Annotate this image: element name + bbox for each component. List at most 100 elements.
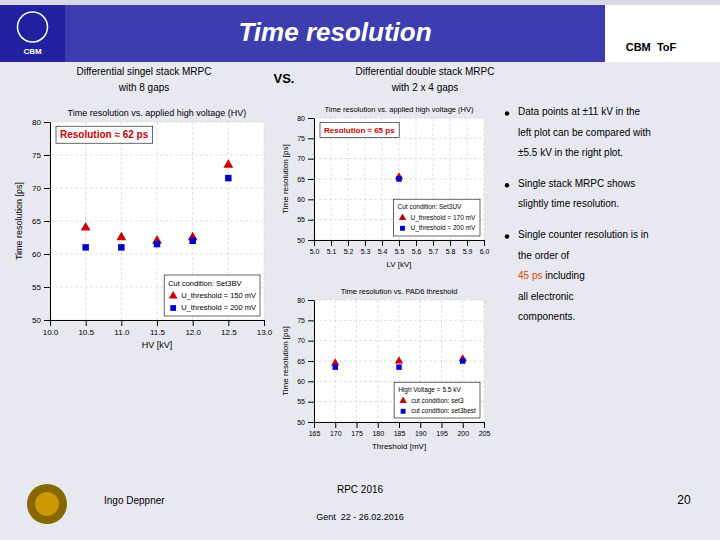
- tick: 50: [297, 419, 314, 426]
- slide: Time resolutionCBMCBM ToFDifferential si…: [0, 0, 720, 540]
- bullet-text: including: [542, 270, 584, 281]
- tick-mark: [308, 361, 314, 362]
- tick-mark: [365, 240, 366, 246]
- y-axis-title: Time resolution [ps]: [281, 144, 290, 214]
- annotation-box: [56, 126, 153, 143]
- heading: Differential double stack MRPC: [356, 66, 495, 77]
- legend-box: [394, 382, 480, 418]
- tick-label: 5.3: [361, 248, 371, 255]
- legend-label: U_threshold = 200 mV: [181, 303, 256, 312]
- tick-label: 65: [297, 176, 305, 183]
- annotation: Resolution ≈ 65 ps: [320, 123, 399, 138]
- legend: Cut condition: Set3BVU_threshold = 150 m…: [164, 275, 260, 316]
- axis: 50556065707580: [32, 118, 50, 325]
- tick-mark: [308, 138, 314, 139]
- tick-label: 70: [32, 184, 41, 193]
- chart: 10.010.511.011.512.012.513.0505560657075…: [14, 108, 273, 350]
- axis-line: [314, 301, 315, 423]
- tick: 200: [457, 422, 469, 437]
- legend-symbol: [399, 214, 406, 220]
- point: [81, 222, 91, 231]
- bullet-text: Data points at ±11 kV in the: [518, 106, 640, 117]
- tick: 12.5: [221, 320, 237, 337]
- annotation-box: [320, 123, 399, 138]
- tick-label: 5.4: [378, 248, 388, 255]
- tick-mark: [308, 402, 314, 403]
- tick-label: 5.5: [395, 248, 405, 255]
- bullet-text: the order of: [518, 250, 569, 261]
- legend-label: U_threshold = 170 mV: [410, 214, 476, 222]
- tick-mark: [308, 199, 314, 200]
- tick: 5.8: [446, 240, 456, 255]
- marks: [81, 159, 234, 250]
- tick-label: 200: [457, 430, 469, 437]
- heading-vs: VS.: [274, 71, 295, 86]
- point: [395, 356, 403, 363]
- tick-mark: [44, 320, 50, 321]
- legend-title: High Voltage = 5.5 kV: [398, 386, 461, 394]
- heading: Differential singel stack MRPC: [77, 66, 212, 77]
- tick-label: 50: [297, 419, 305, 426]
- grid-line: [50, 188, 264, 189]
- tick-mark: [484, 240, 485, 246]
- logo-panel: [0, 5, 65, 62]
- legend-symbol: [400, 226, 405, 231]
- tick-label: 170: [330, 430, 342, 437]
- tick: 5.1: [327, 240, 337, 255]
- grid-line: [314, 340, 484, 341]
- grid-line: [377, 300, 378, 422]
- logo-circle: [18, 12, 48, 42]
- logo-text: CBM: [23, 47, 42, 56]
- tick-label: 55: [32, 283, 41, 292]
- legend-title: Cut condition: Set3UV: [397, 203, 462, 210]
- tick: 60: [32, 250, 50, 259]
- tick-label: 60: [32, 250, 41, 259]
- point: [189, 238, 195, 244]
- tick-mark: [382, 240, 383, 246]
- tick: 60: [297, 196, 314, 203]
- tick: 65: [32, 217, 50, 226]
- tick: 180: [372, 422, 384, 437]
- tof-panel: [605, 5, 720, 62]
- tick-mark: [308, 320, 314, 321]
- tick: 170: [330, 422, 342, 437]
- tick-mark: [442, 422, 443, 428]
- tick-mark: [378, 422, 379, 428]
- tick: 50: [297, 237, 314, 244]
- tick-mark: [308, 220, 314, 221]
- tick-label: 185: [394, 430, 406, 437]
- plot-background: [50, 122, 264, 320]
- tick-label: 11.5: [150, 328, 166, 337]
- tick: 205: [479, 422, 491, 437]
- tick: 190: [415, 422, 427, 437]
- tick-mark: [399, 240, 400, 246]
- tick-label: 12.0: [185, 328, 201, 337]
- tick-mark: [335, 422, 336, 428]
- annotation: Resolution ≈ 62 ps: [56, 126, 153, 143]
- tick-mark: [484, 422, 485, 428]
- tick: 55: [32, 283, 50, 292]
- point: [118, 244, 124, 250]
- heading: with 2 x 4 gaps: [391, 82, 459, 93]
- grid: [50, 122, 264, 320]
- bullet-text: left plot can be compared with: [518, 127, 651, 138]
- marks: [395, 172, 403, 182]
- tick-mark: [308, 159, 314, 160]
- tick-label: 205: [479, 430, 491, 437]
- tick-label: 10.5: [78, 328, 94, 337]
- tick-mark: [308, 422, 314, 423]
- tick: 65: [297, 176, 314, 183]
- tick-label: 55: [297, 216, 305, 223]
- tick-label: 175: [351, 430, 363, 437]
- tick-label: 13.0: [257, 328, 273, 337]
- tick-mark: [308, 118, 314, 119]
- tick-label: 190: [415, 430, 427, 437]
- tick-mark: [157, 320, 158, 326]
- annotation-text: Resolution ≈ 65 ps: [324, 126, 395, 135]
- bullet-text: 45 ps: [518, 270, 542, 281]
- tick-mark: [44, 122, 50, 123]
- footer-logo-inner: [35, 492, 59, 516]
- legend-title: Cut condition: Set3BV: [168, 279, 241, 288]
- tick-mark: [50, 320, 51, 326]
- logo-text: CBM ToF: [626, 41, 677, 53]
